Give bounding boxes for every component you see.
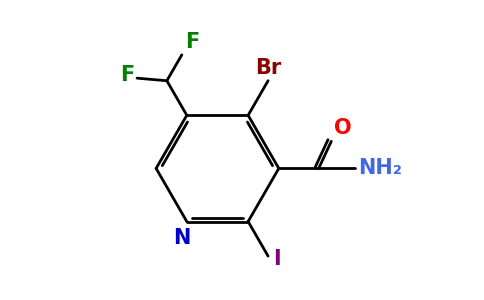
Text: F: F	[120, 65, 134, 85]
Text: I: I	[272, 249, 280, 269]
Text: O: O	[334, 118, 352, 138]
Text: F: F	[185, 32, 199, 52]
Text: N: N	[173, 228, 191, 248]
Text: NH₂: NH₂	[358, 158, 402, 178]
Text: Br: Br	[255, 58, 281, 78]
